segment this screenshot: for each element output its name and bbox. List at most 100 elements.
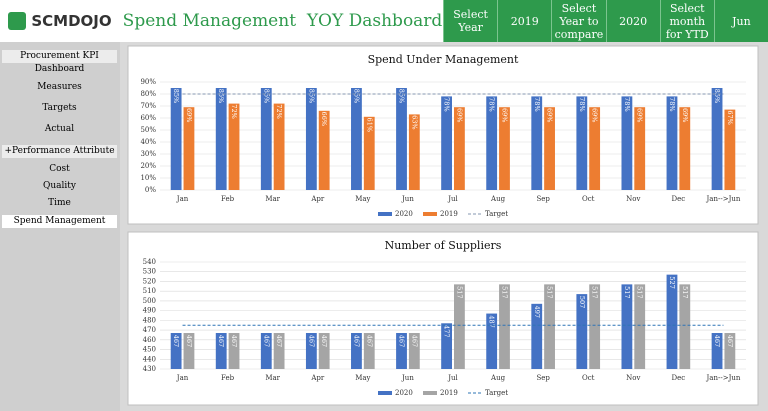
data-label: 467	[217, 335, 225, 347]
data-label: 85%	[307, 89, 315, 103]
data-label: 527	[668, 276, 676, 288]
data-label: 507	[578, 296, 586, 308]
bar	[228, 333, 240, 369]
data-label: 85%	[352, 89, 360, 103]
data-label: 63%	[410, 115, 418, 129]
bar	[273, 103, 285, 190]
bar	[408, 333, 420, 369]
bar	[183, 333, 195, 369]
logo-text: SCMDOJO	[31, 12, 112, 30]
data-label: 477	[443, 325, 451, 337]
y-tick-label: 430	[143, 365, 156, 373]
bar	[621, 96, 633, 190]
data-label: 69%	[681, 108, 689, 122]
data-label: 72%	[275, 104, 283, 118]
bar	[589, 107, 601, 190]
data-label: 467	[185, 335, 193, 347]
sidebar-title[interactable]: Procurement KPI Dashboard	[2, 50, 117, 74]
y-tick-label: 70%	[140, 102, 156, 110]
bar	[634, 284, 646, 369]
x-tick-label: Dec	[672, 195, 686, 203]
bar	[260, 333, 272, 369]
data-label: 69%	[455, 108, 463, 122]
bar	[305, 88, 317, 190]
control-label: Select month for YTD	[659, 0, 714, 42]
sidebar-item[interactable]: Time	[48, 198, 71, 208]
data-label: 69%	[500, 108, 508, 122]
y-tick-label: 440	[143, 355, 156, 363]
x-tick-label: Apr	[310, 195, 325, 203]
data-label: 467	[365, 335, 373, 347]
x-tick-label: May	[355, 195, 370, 203]
bar	[396, 333, 407, 369]
x-tick-label: Nov	[626, 195, 640, 203]
sidebar-item[interactable]: Actual	[44, 124, 75, 134]
data-label: 78%	[668, 97, 676, 111]
logo: SCMDOJO	[0, 0, 120, 42]
bar	[679, 107, 691, 190]
sidebar-item[interactable]: Cost	[49, 164, 70, 174]
data-label: 467	[307, 335, 315, 347]
bar	[634, 107, 646, 190]
legend-swatch	[423, 391, 437, 395]
bar	[454, 284, 465, 369]
bar	[363, 333, 375, 369]
x-tick-label: Jan	[176, 374, 189, 382]
sidebar-item[interactable]: +Performance Attribute	[2, 145, 117, 158]
x-tick-label: Jan-->Jun	[706, 195, 741, 203]
data-label: 467	[230, 335, 238, 347]
data-label: 78%	[443, 97, 451, 111]
bar	[183, 107, 195, 190]
bar	[666, 274, 678, 369]
control-value[interactable]: 2020	[605, 0, 660, 42]
sidebar-item[interactable]: Targets	[42, 103, 77, 113]
data-label: 517	[591, 286, 599, 298]
bar	[454, 107, 465, 190]
control-value[interactable]: Jun	[713, 0, 768, 42]
data-label: 517	[500, 286, 508, 298]
legend-label: 2020	[395, 210, 413, 218]
control-value[interactable]: 2019	[497, 0, 551, 42]
bar	[679, 284, 691, 369]
data-label: 61%	[365, 118, 373, 132]
sidebar-item[interactable]: Quality	[43, 181, 76, 191]
data-label: 467	[726, 335, 734, 347]
data-label: 467	[275, 335, 283, 347]
data-label: 467	[320, 335, 328, 347]
sidebar-item[interactable]: Spend Management	[2, 215, 117, 228]
data-label: 467	[398, 335, 406, 347]
data-label: 78%	[488, 97, 496, 111]
legend-label: 2019	[440, 210, 458, 218]
y-tick-label: 50%	[140, 126, 156, 134]
data-label: 72%	[230, 104, 238, 118]
y-tick-label: 490	[143, 307, 156, 315]
x-tick-label: Jul	[447, 195, 458, 203]
bar	[486, 313, 498, 369]
bar	[273, 333, 285, 369]
bar	[396, 88, 407, 190]
bar	[666, 96, 678, 190]
x-tick-label: Aug	[490, 195, 506, 203]
bar	[589, 284, 601, 369]
bar	[170, 333, 182, 369]
bar	[363, 116, 375, 190]
bar	[228, 103, 240, 190]
y-tick-label: 530	[143, 268, 156, 276]
data-label: 497	[533, 306, 541, 318]
bar	[486, 96, 498, 190]
y-tick-label: 540	[143, 258, 156, 266]
data-label: 487	[488, 315, 496, 327]
bar	[576, 294, 588, 369]
x-tick-label: Sep	[536, 374, 550, 382]
x-tick-label: Jun	[401, 195, 414, 203]
y-tick-label: 460	[143, 336, 156, 344]
y-tick-label: 450	[143, 346, 156, 354]
sidebar-item[interactable]: Measures	[37, 82, 82, 92]
bar	[499, 284, 510, 369]
y-tick-label: 480	[143, 316, 156, 324]
bar	[711, 333, 723, 369]
data-label: 517	[546, 286, 554, 298]
chart-title: Spend Under Management	[368, 53, 519, 66]
bar	[499, 107, 510, 190]
data-label: 69%	[546, 108, 554, 122]
